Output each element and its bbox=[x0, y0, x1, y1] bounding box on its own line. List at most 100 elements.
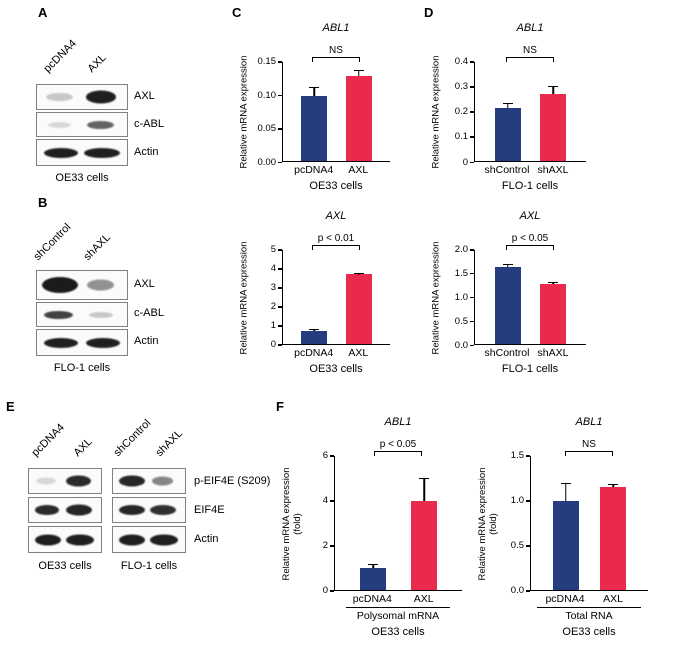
blot-row-label-axl: AXL bbox=[134, 278, 155, 290]
error-bar bbox=[353, 69, 364, 76]
cell-line-label: OE33 cells bbox=[309, 363, 363, 375]
x-tick-label: AXL bbox=[413, 593, 434, 605]
x-tick-label: shControl bbox=[484, 164, 530, 176]
cell-line-label: OE33 cells bbox=[309, 180, 363, 192]
blot-row-label-actin: Actin bbox=[134, 335, 159, 347]
bar-group bbox=[301, 62, 328, 161]
chart-title: ABL1 bbox=[322, 22, 350, 34]
lane-label-pcdna4: pcDNA4 bbox=[41, 37, 79, 75]
significance-label: p < 0.05 bbox=[379, 439, 417, 450]
blot-row-label-actin: Actin bbox=[194, 533, 219, 545]
blot-band bbox=[44, 310, 73, 319]
chart-title: ABL1 bbox=[575, 416, 603, 428]
x-tick-label: pcDNA4 bbox=[545, 593, 585, 605]
x-tick-label: AXL bbox=[348, 164, 369, 176]
bar-shcontrol bbox=[494, 107, 521, 161]
blot-row-label-eif4e: EIF4E bbox=[194, 504, 225, 516]
blot-row-label-actin: Actin bbox=[134, 146, 159, 158]
chart-axl-oe33: AXL p < 0.01 Relative mRNA expression 5 … bbox=[238, 208, 390, 375]
y-axis-ticks: 2.0 1.5 1.0 0.5 0.0 bbox=[444, 245, 474, 350]
blot-band bbox=[89, 311, 113, 318]
error-bar bbox=[419, 478, 429, 500]
blot-band bbox=[36, 477, 57, 485]
significance: NS bbox=[430, 36, 586, 62]
group-underline bbox=[537, 607, 641, 608]
y-tick: 0.0 bbox=[455, 340, 474, 351]
error-bar bbox=[560, 482, 571, 501]
significance-bracket bbox=[565, 451, 613, 456]
y-tick: 3 bbox=[271, 283, 282, 293]
blot-band bbox=[118, 534, 145, 545]
lane-label-shaxl: shAXL bbox=[153, 427, 185, 459]
bar-pcdna4 bbox=[360, 567, 386, 590]
lane-label-shaxl: shAXL bbox=[81, 231, 113, 263]
bar-axl bbox=[600, 487, 627, 590]
bar-axl bbox=[345, 75, 372, 161]
y-axis-label: Relative mRNA expression bbox=[430, 241, 442, 354]
y-axis-ticks: 0.4 0.3 0.2 0.1 0 bbox=[444, 57, 474, 167]
blot-band bbox=[44, 147, 79, 158]
panel-d-label: D bbox=[424, 5, 434, 20]
bar-group bbox=[540, 62, 567, 161]
bar-group bbox=[540, 250, 567, 344]
plot-area bbox=[282, 62, 390, 162]
blot-row-label-axl: AXL bbox=[134, 90, 155, 102]
blot-band bbox=[66, 475, 91, 487]
y-tick: 0.4 bbox=[455, 57, 474, 67]
blot-strip-axl-flo1 bbox=[36, 270, 128, 300]
chart-abl1-oe33: ABL1 NS Relative mRNA expression 0.15 0.… bbox=[238, 20, 390, 192]
bar-group bbox=[494, 250, 521, 344]
blot-band bbox=[85, 337, 120, 348]
blot-band bbox=[44, 337, 79, 348]
error-bar bbox=[368, 563, 378, 568]
blot-row-label-cabl: c-ABL bbox=[134, 118, 164, 130]
y-tick: 2.0 bbox=[455, 245, 474, 255]
blot-strip-actin-oe33 bbox=[28, 526, 102, 553]
error-bar bbox=[502, 102, 513, 108]
blot-band bbox=[150, 505, 177, 515]
y-axis-label-column: Relative mRNA expression bbox=[430, 56, 444, 169]
chart-title: ABL1 bbox=[384, 416, 412, 428]
group-underline bbox=[346, 607, 450, 608]
blot-row-label-peif4e: p-EIF4E (S209) bbox=[194, 475, 271, 487]
significance-label: p < 0.01 bbox=[317, 233, 355, 244]
x-axis-labels: pcDNA4 AXL bbox=[282, 593, 462, 605]
y-tick: 4 bbox=[323, 496, 334, 506]
lane-label-pcdna4: pcDNA4 bbox=[29, 421, 67, 459]
y-tick: 1 bbox=[271, 321, 282, 331]
x-tick-label: AXL bbox=[603, 593, 623, 605]
y-axis-label-column: Relative mRNA expression (fold) bbox=[477, 456, 500, 591]
fraction-group: Total RNA bbox=[478, 607, 648, 622]
blot-band bbox=[85, 90, 117, 104]
blot-strip-eif4e-flo1 bbox=[112, 497, 186, 523]
chart-abl1-flo1: ABL1 NS Relative mRNA expression 0.4 0.3… bbox=[430, 20, 586, 192]
significance: p < 0.01 bbox=[238, 224, 390, 250]
y-axis-label-column: Relative mRNA expression bbox=[430, 241, 444, 354]
significance: NS bbox=[238, 36, 390, 62]
chart-title: AXL bbox=[325, 210, 347, 222]
cell-line-label: OE33 cells bbox=[562, 626, 616, 638]
y-tick: 1.0 bbox=[455, 293, 474, 303]
bar-group bbox=[301, 250, 328, 344]
blot-band bbox=[66, 504, 93, 516]
y-axis-label-column: Relative mRNA expression bbox=[238, 241, 252, 354]
y-tick: 0 bbox=[271, 340, 282, 350]
y-tick: 0.05 bbox=[258, 124, 283, 134]
blot-band bbox=[83, 147, 120, 158]
blot-strip-actin-flo1 bbox=[112, 526, 186, 553]
blot-band bbox=[34, 534, 61, 545]
chart-abl1-polysomal: ABL1 p < 0.05 Relative mRNA expression (… bbox=[281, 414, 462, 638]
blot-band bbox=[87, 279, 115, 291]
blot-band bbox=[46, 93, 73, 101]
lane-label-axl: AXL bbox=[85, 51, 109, 75]
panel-c-label: C bbox=[232, 5, 242, 20]
lane-label-shcontrol: shControl bbox=[111, 417, 154, 459]
blot-band bbox=[86, 120, 114, 129]
y-axis-label-column: Relative mRNA expression bbox=[238, 56, 252, 169]
bar-axl bbox=[411, 500, 437, 590]
significance-bracket bbox=[312, 57, 360, 62]
y-tick: 0.3 bbox=[455, 82, 474, 92]
y-axis-label: Relative mRNA expression bbox=[238, 241, 250, 354]
significance-label: NS bbox=[582, 439, 596, 450]
